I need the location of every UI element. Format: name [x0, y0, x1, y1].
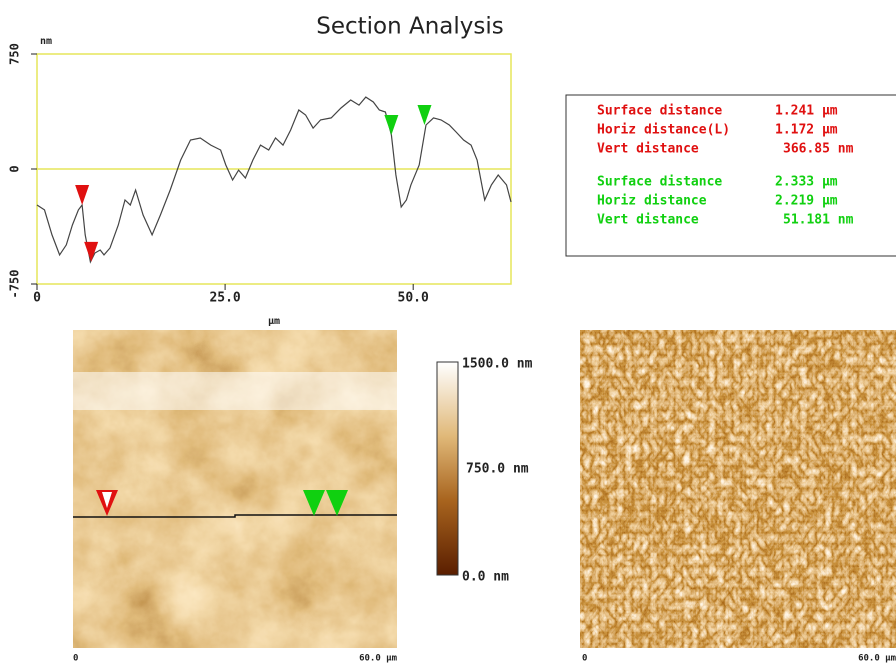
x-tick-label: 50.0 [398, 291, 429, 306]
section-line [73, 514, 397, 518]
profile-line [36, 96, 512, 264]
image-cursor [303, 490, 325, 516]
image-axis-label: 0 [582, 654, 587, 664]
x-unit: µm [268, 316, 280, 327]
measure-value: 2.219 µm [775, 194, 838, 209]
colorbar-label: 750.0 nm [466, 462, 529, 477]
y-tick-label: 0 [8, 165, 22, 172]
measure-label: Horiz distance [597, 194, 707, 209]
image-axis-label: 60.0 µm [858, 654, 896, 664]
cursor [417, 104, 432, 125]
measure-value: 51.181 nm [783, 213, 854, 228]
x-tick-label: 25.0 [209, 291, 240, 306]
measure-label: Vert distance [597, 142, 699, 157]
measure-value: 2.333 µm [775, 175, 838, 190]
measure-label: Vert distance [597, 213, 699, 228]
measure-box [565, 94, 896, 257]
measure-label: Surface distance [597, 104, 722, 119]
colorbar-label: 1500.0 nm [462, 357, 533, 372]
x-tick-label: 0 [33, 291, 41, 306]
image-cursor [326, 490, 348, 516]
y-tick-label: 750 [8, 43, 22, 65]
amplitude-image [580, 330, 896, 648]
scan-band [73, 372, 397, 410]
measure-label: Surface distance [597, 175, 722, 190]
chart-title: Section Analysis [316, 14, 504, 40]
colorbar [436, 361, 459, 576]
colorbar-label: 0.0 nm [462, 570, 509, 585]
image-axis-label: 60.0 µm [359, 654, 398, 664]
measure-value: 1.241 µm [775, 104, 838, 119]
measure-value: 1.172 µm [775, 123, 838, 138]
y-unit: nm [40, 36, 52, 47]
measure-label: Horiz distance(L) [597, 123, 730, 138]
image-cursor [102, 492, 112, 508]
cursor [75, 185, 90, 206]
measure-value: 366.85 nm [783, 142, 854, 157]
y-tick-label: -750 [8, 270, 22, 299]
cursor [84, 241, 99, 262]
cursor [384, 114, 399, 135]
image-axis-label: 0 [73, 654, 78, 664]
